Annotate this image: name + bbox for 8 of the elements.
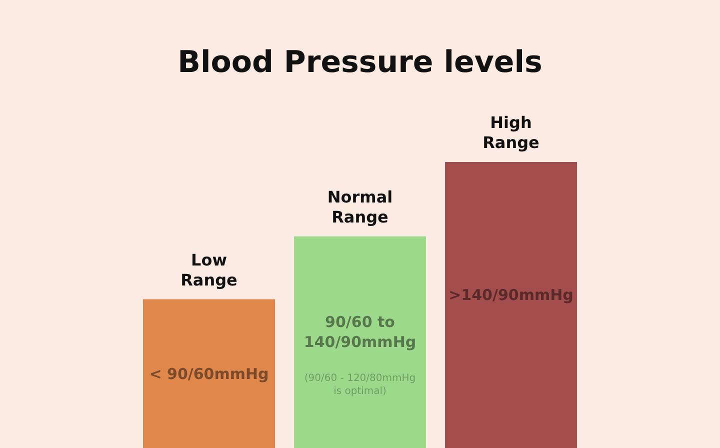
chart-title: Blood Pressure levels bbox=[178, 44, 542, 80]
x-tick-label: High Range bbox=[482, 113, 540, 152]
annotation: >140/90mmHg bbox=[448, 286, 574, 304]
x-tick-label: Low Range bbox=[180, 250, 238, 290]
annotation: 90/60 to 140/90mmHg bbox=[304, 312, 416, 351]
annotation: (90/60 - 120/80mmHg is optimal) bbox=[304, 373, 416, 398]
annotation: < 90/60mmHg bbox=[149, 364, 269, 383]
x-tick-label: Normal Range bbox=[327, 188, 393, 227]
